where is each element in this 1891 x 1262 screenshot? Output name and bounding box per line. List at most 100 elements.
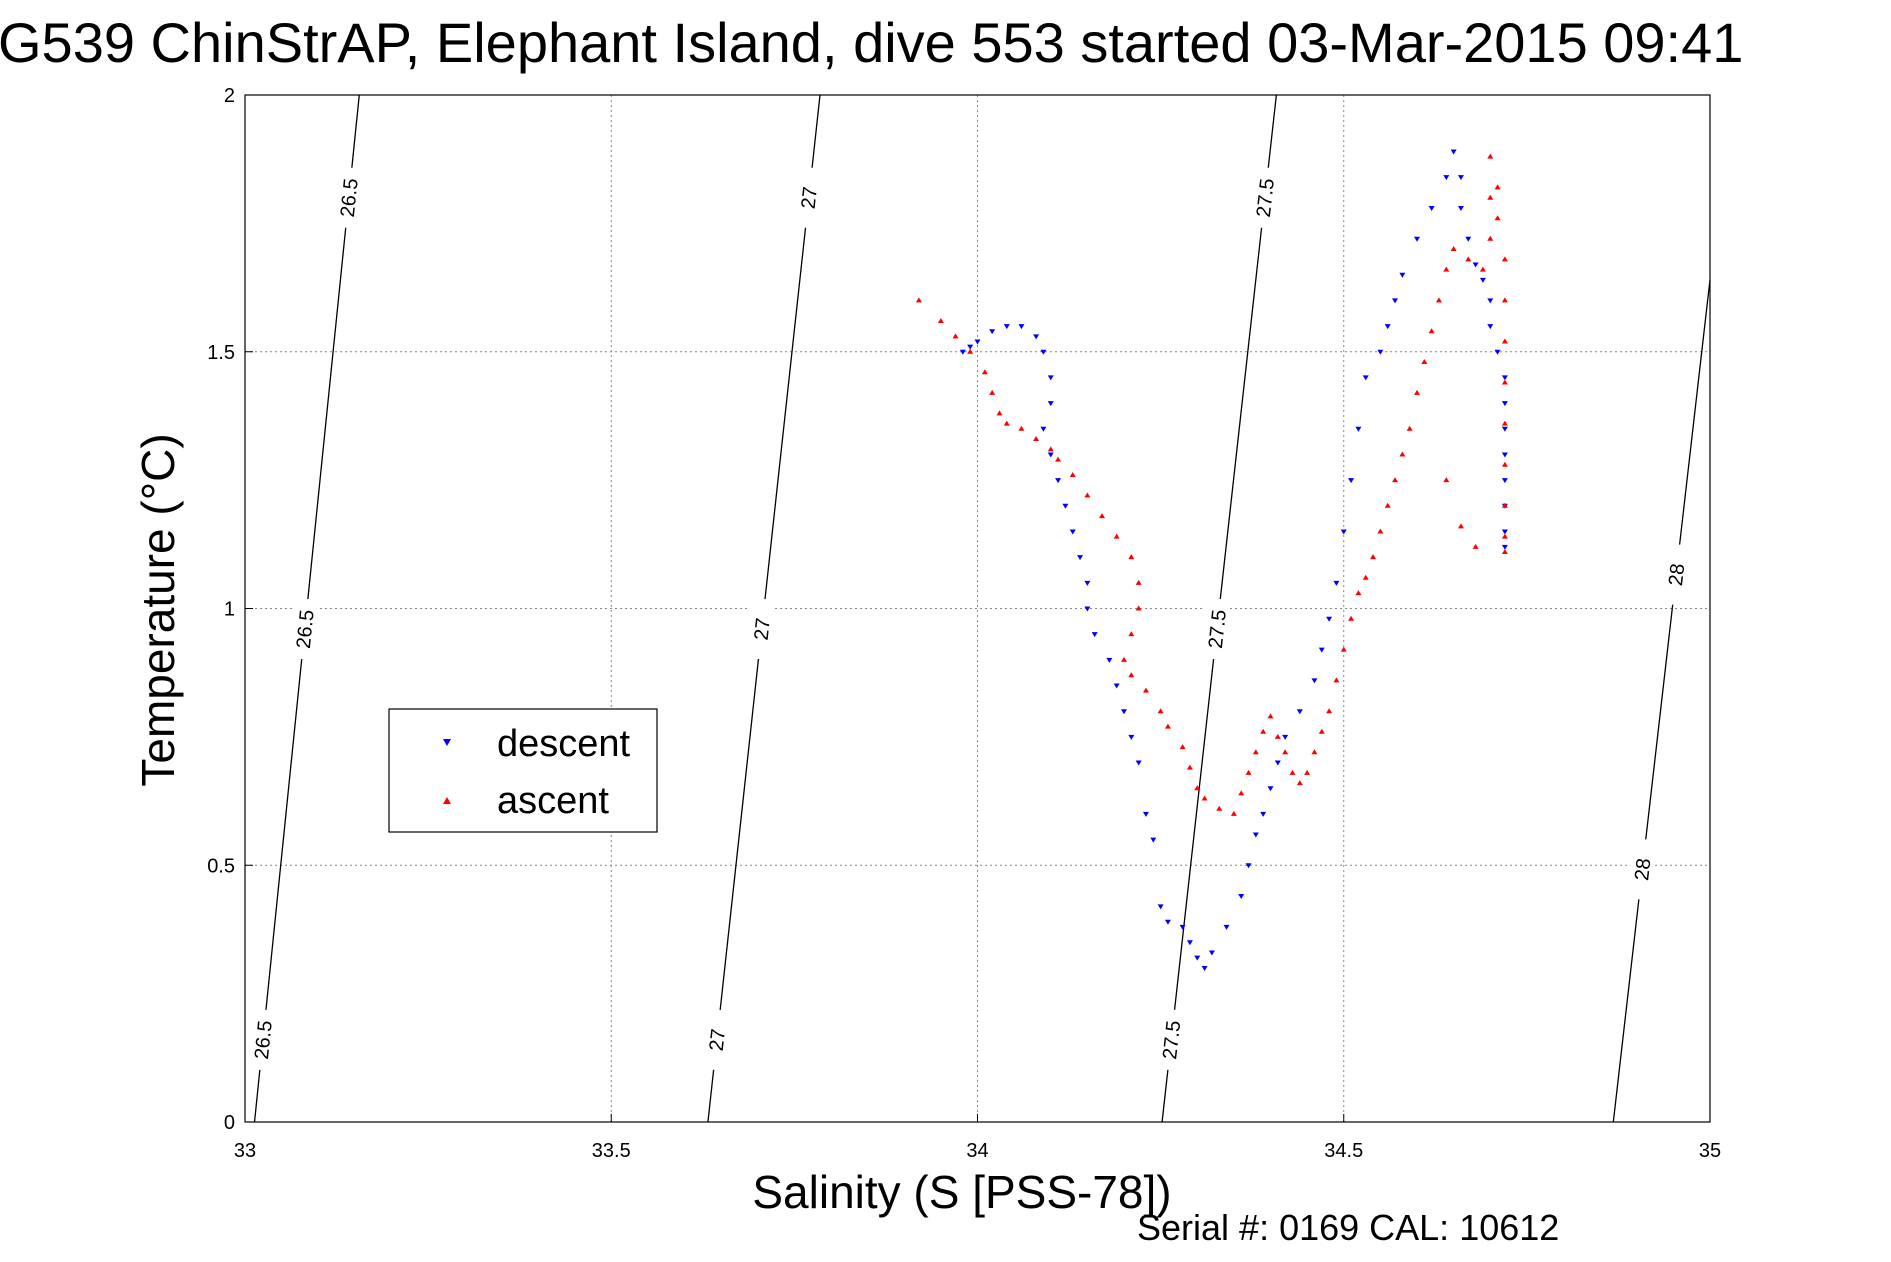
descent-point xyxy=(1260,811,1267,817)
descent-point xyxy=(1355,426,1362,432)
density-contour-label: 28 xyxy=(1631,857,1655,882)
y-tick-label: 0.5 xyxy=(207,855,235,877)
ascent-point xyxy=(1340,646,1347,652)
descent-point xyxy=(1062,503,1069,509)
descent-point xyxy=(1282,734,1289,740)
ascent-point xyxy=(1047,446,1054,452)
ascent-point xyxy=(1414,389,1420,395)
density-contour-label: 26.5 xyxy=(337,177,363,218)
ascent-point xyxy=(1472,543,1479,549)
contour-label-background xyxy=(1664,544,1689,605)
density-contour-label: 27 xyxy=(751,617,775,642)
ascent-point xyxy=(1245,769,1252,775)
descent-point xyxy=(1501,452,1508,458)
descent-point xyxy=(1055,478,1062,484)
ascent-point xyxy=(1055,456,1062,462)
x-tick-label: 35 xyxy=(1699,1140,1721,1162)
density-contour-label: 28 xyxy=(1665,562,1689,587)
descent-point xyxy=(1414,236,1420,242)
descent-point xyxy=(1157,904,1164,910)
legend-ascent-marker xyxy=(443,797,451,804)
x-axis-label: Salinity (S [PSS-78]) xyxy=(752,1166,1171,1218)
grid-lines xyxy=(245,95,1710,1122)
descent-point xyxy=(1399,272,1406,278)
contour-label-background xyxy=(1252,167,1277,228)
descent-point xyxy=(1164,919,1171,925)
descent-point xyxy=(1450,149,1457,155)
ascent-point xyxy=(1487,235,1494,241)
descent-point xyxy=(1267,786,1274,792)
ascent-point xyxy=(1304,769,1311,775)
descent-point xyxy=(1384,324,1391,330)
ascent-point xyxy=(1479,266,1486,272)
ascent-point xyxy=(1113,533,1120,539)
ascent-point xyxy=(1128,672,1135,678)
descent-point xyxy=(1465,236,1472,242)
ascent-point xyxy=(1377,528,1384,534)
descent-point xyxy=(1428,205,1435,211)
ascent-point xyxy=(1311,749,1318,755)
ascent-point xyxy=(1501,338,1508,344)
ascent-point xyxy=(989,389,996,395)
descent-point xyxy=(1179,924,1186,930)
ascent-point xyxy=(1333,677,1340,683)
ascent-point xyxy=(1494,184,1501,190)
density-contour-label: 27.5 xyxy=(1253,177,1279,218)
series-ascent xyxy=(915,153,1508,816)
descent-point xyxy=(1084,580,1091,586)
descent-point xyxy=(1208,950,1215,956)
ascent-point xyxy=(952,333,959,339)
ascent-point xyxy=(1230,810,1237,816)
descent-point xyxy=(1348,478,1355,484)
density-contour-label: 26.5 xyxy=(293,609,319,650)
descent-point xyxy=(1245,863,1252,869)
ascent-point xyxy=(1501,502,1508,508)
ascent-point xyxy=(1260,728,1267,734)
descent-point xyxy=(1223,924,1230,930)
descent-point xyxy=(1084,606,1091,612)
ascent-point xyxy=(1135,605,1142,611)
ascent-point xyxy=(1274,733,1281,739)
descent-point xyxy=(1487,298,1494,304)
descent-point xyxy=(1091,632,1098,638)
x-tick-label: 33.5 xyxy=(592,1140,631,1162)
ascent-point xyxy=(1501,256,1508,262)
legend-descent-label: descent xyxy=(497,723,631,765)
x-axis-ticks: 33 33.5 34 34.5 35 xyxy=(234,1114,1721,1162)
ascent-point xyxy=(1099,513,1106,519)
descent-point xyxy=(1040,349,1047,355)
descent-point xyxy=(1457,175,1464,181)
serial-cal-footer: Serial #: 0169 CAL: 10612 xyxy=(1137,1207,1559,1248)
contour-label-background xyxy=(250,1009,275,1070)
descent-point xyxy=(1479,277,1486,283)
ascent-point xyxy=(1443,477,1450,483)
descent-point xyxy=(1194,955,1201,961)
ascent-point xyxy=(1465,256,1472,262)
descent-point xyxy=(989,329,996,335)
ascent-point xyxy=(1216,805,1223,811)
descent-point xyxy=(1018,324,1025,330)
descent-point xyxy=(1150,837,1157,843)
density-contour-label: 27 xyxy=(706,1028,730,1053)
ascent-point xyxy=(1128,631,1135,637)
ascent-point xyxy=(1348,615,1355,621)
ascent-point xyxy=(1421,359,1428,365)
descent-point xyxy=(1135,760,1142,766)
descent-point xyxy=(1252,832,1259,838)
descent-point xyxy=(974,339,981,345)
descent-point xyxy=(1077,555,1084,561)
contour-label-background xyxy=(1204,599,1229,660)
ascent-point xyxy=(996,410,1003,416)
legend: descent ascent xyxy=(388,708,658,833)
data-series xyxy=(915,149,1508,971)
ascent-point xyxy=(1164,723,1171,729)
descent-point xyxy=(1040,426,1047,432)
descent-point xyxy=(1311,678,1318,684)
ascent-point xyxy=(1318,728,1325,734)
descent-point xyxy=(1501,401,1508,407)
descent-point xyxy=(1296,709,1303,715)
ascent-point xyxy=(915,297,922,303)
ascent-point xyxy=(1399,451,1406,457)
ascent-point xyxy=(1267,713,1274,719)
